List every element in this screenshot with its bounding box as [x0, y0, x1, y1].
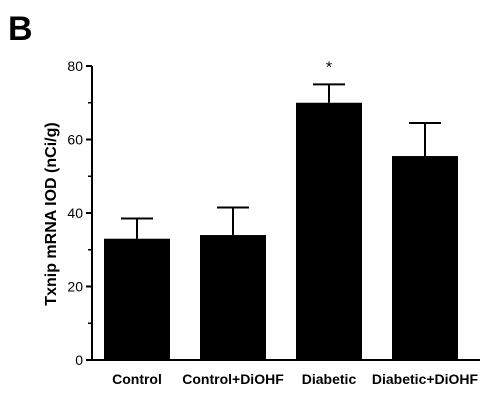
bar [392, 156, 458, 360]
significance-marker: * [326, 59, 332, 76]
y-tick-label: 60 [67, 132, 83, 148]
bar [104, 238, 170, 360]
y-axis-label: Txnip mRNA IOD (nCi/g) [43, 122, 60, 305]
x-category-label: Diabetic+DiOHF [372, 371, 479, 387]
y-tick-label: 20 [67, 279, 83, 295]
bars: * [104, 59, 458, 360]
panel-label: B [8, 10, 33, 48]
x-category-label: Control+DiOHF [182, 371, 284, 387]
category-labels: Control Control+DiOHF Diabetic Diabetic+DiO… [112, 371, 478, 387]
y-tick-label: 0 [75, 352, 83, 368]
y-tick-label: 80 [67, 58, 83, 74]
x-category-label: Diabetic [302, 371, 357, 387]
x-category-label: Control [112, 371, 162, 387]
bar [296, 102, 362, 360]
bar [200, 235, 266, 360]
y-tick-label: 40 [67, 205, 83, 221]
